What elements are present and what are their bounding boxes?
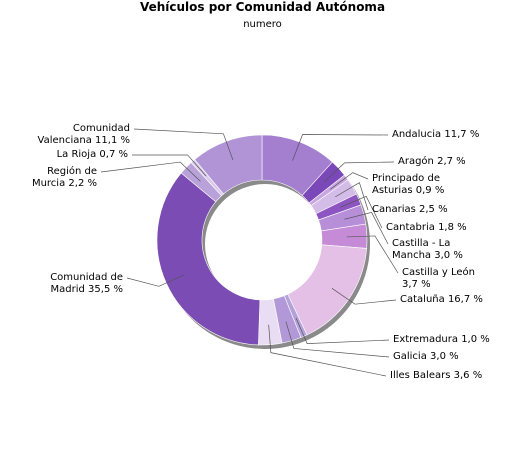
category-name: Aragón	[398, 156, 434, 167]
chart-subtitle: numero	[243, 19, 282, 30]
leader-line	[133, 128, 234, 161]
category-name: Castilla y León	[402, 267, 475, 278]
value-label: 3,0 %	[430, 351, 459, 362]
value-label: 2,2 %	[68, 178, 97, 189]
donut-slice	[194, 134, 263, 195]
value-label: 11,1 %	[95, 135, 130, 146]
leader-line	[340, 195, 383, 229]
slice-label: Andalucia 11,7 %	[392, 129, 502, 141]
leader-line	[292, 134, 389, 161]
leader-line	[330, 172, 369, 190]
leader-line	[323, 161, 395, 183]
slice-label: Aragón 2,7 %	[398, 156, 488, 168]
leader-line	[131, 154, 207, 177]
category-name: Illes Balears	[390, 370, 451, 381]
leader-line	[331, 287, 397, 305]
value-label: 2,5 %	[419, 204, 448, 215]
value-label: 3,6 %	[453, 370, 483, 381]
slice-label: Extremadura 1,0 %	[393, 334, 503, 346]
slice-label: Castilla y León 3,7 %	[402, 267, 482, 291]
category-name: Canarias	[372, 204, 416, 215]
leader-line	[268, 324, 387, 377]
value-label: 0,7 %	[99, 149, 128, 160]
leader-line	[285, 321, 390, 358]
category-name: Cantabria	[386, 222, 435, 233]
value-label: 16,7 %	[447, 294, 483, 305]
value-label: 35,5 %	[88, 284, 123, 295]
slice-label: Galicia 3,0 %	[393, 351, 503, 363]
value-label: 1,8 %	[438, 222, 467, 233]
value-label: 2,7 %	[437, 156, 466, 167]
category-name: Comunidad Valenciana	[37, 123, 130, 146]
slice-label: Castilla - La Mancha 3,0 %	[392, 238, 472, 262]
category-name: Región de Murcia	[31, 166, 97, 189]
slice-label: La Rioja 0,7 %	[28, 149, 128, 161]
category-name: Extremadura	[393, 334, 458, 345]
category-name: La Rioja	[56, 149, 97, 160]
chart-title: Vehículos por Comunidad Autónoma	[139, 0, 386, 14]
value-label: 3,7 %	[402, 279, 431, 290]
slice-label: Comunidad de Madrid 35,5 %	[33, 272, 123, 296]
value-label: 11,7 %	[444, 129, 480, 140]
category-name: Galicia	[393, 351, 427, 362]
leader-line	[295, 317, 390, 344]
category-name: Comunidad de Madrid	[50, 272, 123, 295]
value-label: 0,9 %	[415, 185, 445, 196]
value-label: 1,0 %	[461, 334, 490, 345]
slice-label: Cataluña 16,7 %	[400, 294, 510, 306]
slice-label: Illes Balears 3,6 %	[390, 370, 500, 382]
slice-label: Principado de Asturias 0,9 %	[372, 173, 452, 197]
leader-line	[344, 212, 389, 245]
leader-line	[346, 235, 399, 274]
category-name: Andalucia	[392, 129, 442, 140]
slice-label: Canarias 2,5 %	[372, 204, 482, 216]
category-name: Castilla - La Mancha	[392, 238, 451, 261]
slice-label: Comunidad Valenciana 11,1 %	[30, 123, 130, 147]
slice-label: Región de Murcia 2,2 %	[17, 166, 97, 190]
category-name: Cataluña	[400, 294, 445, 305]
slice-label: Cantabria 1,8 %	[386, 222, 496, 234]
leader-line	[100, 161, 201, 182]
leader-line	[335, 182, 369, 211]
donut-slice	[156, 172, 261, 346]
category-name: Principado de Asturias	[372, 173, 440, 196]
leader-line	[126, 274, 185, 287]
value-label: 3,0 %	[434, 250, 463, 261]
